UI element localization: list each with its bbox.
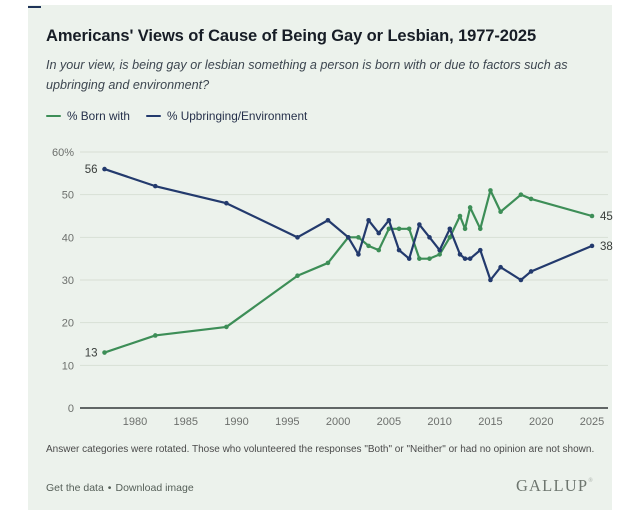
legend-label-born-with: % Born with — [67, 109, 130, 123]
data-point-born-with — [518, 192, 524, 197]
x-tick-label: 1985 — [174, 416, 198, 428]
data-point-born-with — [153, 333, 158, 338]
data-point-born-with — [386, 226, 392, 232]
card-top-accent — [28, 6, 41, 8]
chart-title: Americans' Views of Cause of Being Gay o… — [46, 27, 537, 45]
data-point-born-with — [589, 213, 595, 219]
data-point-born-with — [406, 226, 412, 232]
chart-footer: Get the data • Download image GALLUP® — [46, 476, 594, 495]
data-point-upbringing-environment — [498, 264, 503, 270]
y-tick-label: 30 — [62, 275, 74, 287]
data-point-upbringing-environment — [386, 217, 392, 223]
chart-subtitle: In your view, is being gay or lesbian so… — [46, 58, 568, 93]
legend: % Born with % Upbringing/Environment — [46, 109, 307, 123]
data-point-upbringing-environment — [457, 252, 463, 257]
x-tick-label: 2005 — [377, 416, 401, 428]
data-point-upbringing-environment — [356, 252, 361, 257]
x-tick-label: 2010 — [427, 416, 451, 428]
data-point-born-with — [528, 196, 534, 202]
data-point-upbringing-environment — [518, 277, 524, 283]
series-line-upbringing-environment — [103, 167, 594, 282]
data-point-upbringing-environment — [477, 247, 483, 253]
gallup-logo: GALLUP® — [515, 476, 594, 495]
data-point-born-with — [224, 324, 229, 330]
data-point-upbringing-environment — [406, 256, 412, 261]
y-tick-label: 10 — [62, 360, 74, 372]
data-point-born-with — [498, 209, 503, 215]
data-point-born-with — [356, 235, 361, 240]
legend-item-upbringing: % Upbringing/Environment — [145, 109, 308, 123]
born-with-line-swatch — [46, 114, 61, 118]
data-point-born-with — [295, 273, 300, 279]
data-point-upbringing-environment — [295, 235, 300, 240]
x-tick-label: 1980 — [123, 416, 147, 428]
data-point-upbringing-environment — [528, 269, 534, 274]
point-label: 45 — [600, 211, 613, 223]
data-point-upbringing-environment — [488, 277, 493, 283]
data-point-upbringing-environment — [427, 235, 432, 240]
data-point-upbringing-environment — [153, 183, 158, 189]
data-point-upbringing-environment — [437, 247, 442, 253]
footer-link-separator: • — [107, 481, 112, 494]
x-tick-label: 2020 — [529, 416, 553, 428]
data-point-upbringing-environment — [345, 235, 351, 240]
data-point-upbringing-environment — [589, 243, 595, 249]
registered-mark: ® — [588, 478, 594, 484]
chart-card — [28, 5, 612, 510]
download-image-link[interactable]: Download image — [115, 481, 194, 494]
data-point-upbringing-environment — [417, 222, 422, 227]
x-tick-label: 1995 — [275, 416, 299, 428]
point-label: 13 — [85, 348, 98, 360]
data-point-upbringing-environment — [102, 166, 107, 172]
data-point-upbringing-environment — [396, 247, 402, 253]
data-point-born-with — [325, 260, 331, 266]
x-tick-label: 2025 — [580, 416, 604, 428]
y-tick-label: 20 — [62, 318, 74, 330]
y-tick-label: 50 — [62, 190, 74, 202]
data-point-born-with — [467, 205, 473, 210]
data-point-born-with — [447, 235, 453, 240]
data-point-born-with — [437, 252, 442, 257]
data-point-upbringing-environment — [366, 217, 371, 223]
series-line-born-with — [103, 189, 594, 354]
data-point-born-with — [102, 350, 107, 355]
data-point-born-with — [427, 256, 432, 261]
legend-item-born-with: % Born with — [46, 109, 130, 123]
data-point-upbringing-environment — [467, 256, 473, 261]
data-point-born-with — [366, 243, 371, 249]
y-tick-label: 0 — [68, 403, 74, 415]
data-point-upbringing-environment — [224, 200, 229, 206]
point-label: 38 — [600, 241, 613, 253]
data-point-born-with — [457, 213, 463, 219]
y-tick-label: 40 — [62, 232, 74, 244]
data-point-born-with — [417, 256, 422, 261]
data-point-upbringing-environment — [325, 217, 331, 223]
x-tick-label: 1990 — [224, 416, 248, 428]
footer-links: Get the data • Download image — [46, 482, 194, 495]
data-point-upbringing-environment — [462, 256, 468, 261]
get-the-data-link[interactable]: Get the data — [46, 481, 104, 494]
data-point-upbringing-environment — [447, 226, 453, 232]
legend-label-upbringing: % Upbringing/Environment — [166, 109, 308, 123]
chart-footnote: Answer categories were rotated. Those wh… — [46, 444, 595, 455]
data-point-born-with — [376, 247, 382, 253]
data-point-born-with — [477, 226, 483, 232]
x-tick-label: 2015 — [478, 416, 502, 428]
y-tick-label: 60% — [52, 147, 74, 159]
point-label: 56 — [85, 164, 98, 176]
upbringing-line-swatch — [145, 114, 161, 118]
data-point-upbringing-environment — [376, 230, 382, 236]
data-point-born-with — [396, 226, 402, 232]
data-point-born-with — [488, 188, 493, 193]
x-tick-label: 2000 — [326, 416, 350, 428]
data-point-born-with — [462, 226, 468, 232]
